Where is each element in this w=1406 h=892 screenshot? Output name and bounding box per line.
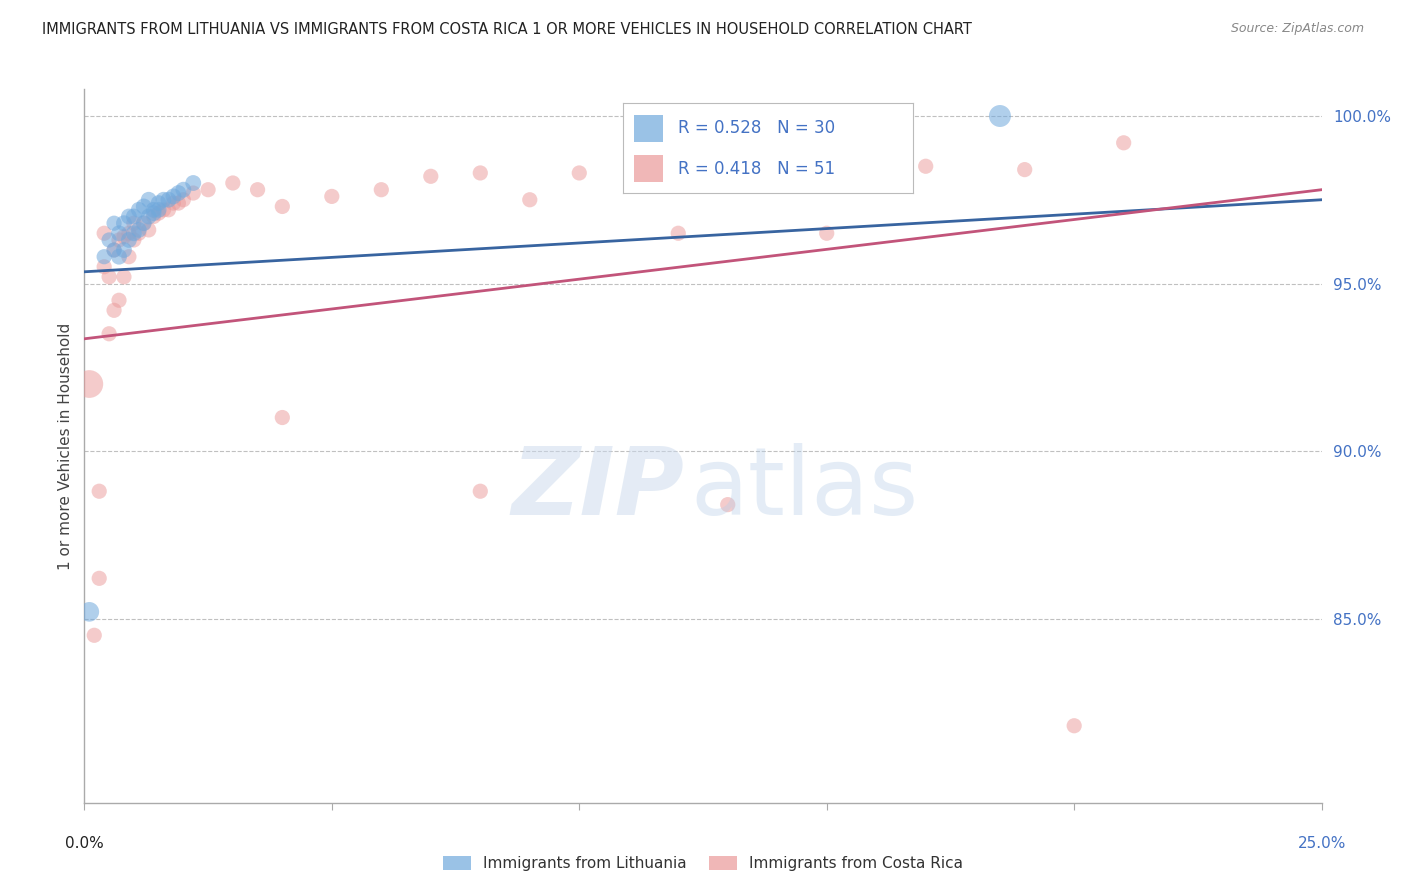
Point	[152, 193, 174, 207]
Point	[666, 227, 689, 241]
Point	[118, 233, 141, 247]
Point	[470, 166, 492, 180]
Point	[271, 410, 294, 425]
Point	[142, 202, 165, 217]
Point	[148, 196, 170, 211]
Point	[98, 269, 121, 284]
Point	[172, 193, 194, 207]
Point	[717, 498, 740, 512]
Point	[112, 243, 135, 257]
Text: ZIP: ZIP	[512, 442, 685, 535]
Point	[142, 206, 165, 220]
Point	[865, 166, 887, 180]
Point	[128, 202, 150, 217]
Point	[112, 216, 135, 230]
Point	[181, 186, 204, 200]
Point	[79, 605, 101, 619]
Point	[103, 303, 125, 318]
Point	[108, 227, 131, 241]
Point	[118, 250, 141, 264]
Point	[1063, 719, 1085, 733]
Point	[128, 227, 150, 241]
Point	[142, 210, 165, 224]
Text: Source: ZipAtlas.com: Source: ZipAtlas.com	[1230, 22, 1364, 36]
Point	[914, 832, 936, 847]
Point	[83, 628, 105, 642]
Point	[321, 189, 343, 203]
Point	[815, 227, 838, 241]
Point	[79, 377, 101, 392]
Text: IMMIGRANTS FROM LITHUANIA VS IMMIGRANTS FROM COSTA RICA 1 OR MORE VEHICLES IN HO: IMMIGRANTS FROM LITHUANIA VS IMMIGRANTS …	[42, 22, 972, 37]
Point	[162, 189, 184, 203]
Point	[118, 210, 141, 224]
Point	[138, 210, 160, 224]
Point	[93, 260, 115, 274]
Point	[181, 176, 204, 190]
Point	[519, 193, 541, 207]
Point	[167, 186, 190, 200]
Point	[103, 243, 125, 257]
Point	[148, 206, 170, 220]
Point	[122, 216, 145, 230]
Point	[419, 169, 441, 184]
Point	[157, 193, 180, 207]
Point	[122, 227, 145, 241]
Point	[1014, 162, 1036, 177]
Point	[108, 233, 131, 247]
Point	[766, 176, 789, 190]
Point	[112, 269, 135, 284]
Point	[172, 183, 194, 197]
Point	[222, 176, 245, 190]
Legend: Immigrants from Lithuania, Immigrants from Costa Rica: Immigrants from Lithuania, Immigrants fr…	[437, 850, 969, 877]
Text: atlas: atlas	[690, 442, 920, 535]
Point	[112, 229, 135, 244]
Point	[197, 183, 219, 197]
Point	[148, 202, 170, 217]
Point	[132, 199, 155, 213]
Point	[98, 326, 121, 341]
Point	[128, 223, 150, 237]
Point	[118, 227, 141, 241]
Point	[103, 243, 125, 257]
Point	[914, 159, 936, 173]
Point	[470, 484, 492, 499]
Point	[167, 196, 190, 211]
Point	[162, 196, 184, 211]
Y-axis label: 1 or more Vehicles in Household: 1 or more Vehicles in Household	[58, 322, 73, 570]
Text: 25.0%: 25.0%	[1298, 837, 1346, 851]
Point	[132, 216, 155, 230]
Point	[138, 223, 160, 237]
Point	[122, 210, 145, 224]
Text: 0.0%: 0.0%	[65, 837, 104, 851]
Point	[93, 227, 115, 241]
Point	[1112, 136, 1135, 150]
Point	[98, 233, 121, 247]
Point	[138, 193, 160, 207]
Point	[89, 571, 111, 585]
Point	[370, 183, 392, 197]
Point	[568, 166, 591, 180]
Point	[103, 216, 125, 230]
Point	[89, 484, 111, 499]
Point	[93, 250, 115, 264]
Point	[152, 202, 174, 217]
Point	[108, 293, 131, 308]
Point	[108, 250, 131, 264]
Point	[122, 233, 145, 247]
Point	[271, 199, 294, 213]
Point	[988, 109, 1011, 123]
Point	[157, 202, 180, 217]
Point	[132, 216, 155, 230]
Point	[246, 183, 269, 197]
